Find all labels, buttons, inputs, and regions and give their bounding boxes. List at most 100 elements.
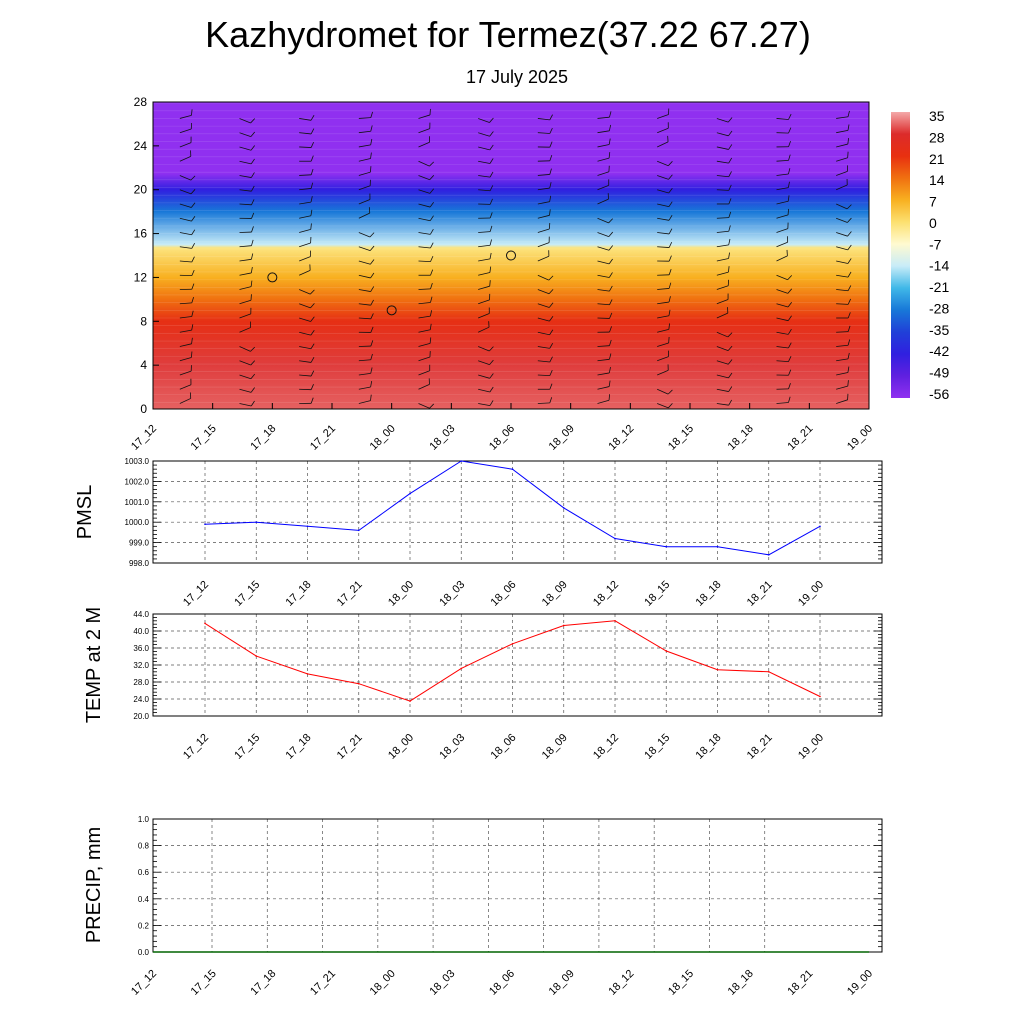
wind-barb [597, 258, 613, 265]
wind-barb-flag [370, 380, 373, 388]
wind-barb [836, 325, 851, 333]
wind-barb-staff [716, 346, 729, 351]
wind-barb [358, 207, 371, 219]
wind-barb-flag [728, 238, 731, 245]
chart-title: Kazhydromet for Termez(37.22 67.27) [205, 14, 811, 55]
wind-barb [418, 175, 435, 181]
y-tick-label: 16 [134, 227, 148, 241]
wind-barb [776, 168, 791, 176]
wind-barb-staff [179, 114, 192, 119]
wind-barb-staff [239, 374, 252, 380]
x-tick-label: 18_15 [642, 579, 672, 609]
y-tick-label: 40.0 [133, 627, 149, 636]
wind-barb-flag [430, 283, 433, 289]
y-tick-label: 4 [140, 358, 147, 372]
cross-section-panel: 0 4 8 12 16 20 24 28 17_12 17_15 17_18 17_21 18_00 18… [129, 95, 875, 453]
wind-barb-flag [370, 313, 374, 320]
wind-barb [836, 298, 851, 305]
wind-barb-staff [597, 358, 610, 362]
wind-barb-flag [191, 256, 195, 263]
data-point [614, 537, 616, 540]
wind-barb-flag [787, 275, 793, 281]
wind-barb-staff [716, 217, 729, 219]
wind-barb [358, 245, 375, 252]
wind-barb-flag [728, 359, 733, 365]
wind-barb [776, 140, 791, 148]
wind-barb-staff [716, 331, 729, 338]
wind-barb [836, 380, 849, 390]
wind-barb-flag [668, 188, 673, 194]
colorbar-label: -49 [929, 365, 949, 381]
wind-barb [418, 283, 433, 290]
x-tick-label: 18_21 [745, 579, 775, 609]
wind-barb-flag [251, 185, 255, 192]
wind-barb-flag [310, 114, 315, 121]
wind-barb-flag [489, 144, 494, 151]
wind-barb [418, 255, 434, 263]
wind-barb [358, 166, 372, 176]
wind-barb-flag [310, 182, 314, 189]
wind-barb-staff [836, 170, 848, 176]
wind-barb-staff [657, 160, 669, 167]
wind-barb [478, 321, 490, 333]
data-point [255, 521, 258, 523]
wind-barb-staff [716, 258, 729, 262]
wind-barb [716, 331, 733, 338]
wind-barb-staff [836, 116, 849, 119]
wind-barb-staff [657, 403, 669, 409]
wind-barb [716, 171, 732, 178]
wind-barb-staff [478, 118, 490, 123]
wind-barb [537, 274, 554, 281]
wind-barb-staff [836, 289, 849, 292]
wind-barb [537, 397, 553, 404]
wind-barb [836, 138, 849, 148]
wind-barb-flag [370, 340, 374, 347]
wind-barb [597, 353, 612, 362]
wind-barb [239, 158, 255, 165]
wind-barb-flag [608, 258, 613, 265]
wind-barb [478, 144, 494, 151]
wind-barb-staff [179, 189, 192, 195]
wind-barb [418, 188, 435, 194]
wind-barb-flag [370, 138, 373, 145]
wind-barb-flag [847, 258, 852, 264]
wind-barb-staff [418, 232, 431, 235]
wind-barb-flag [847, 110, 850, 117]
wind-barb-staff [776, 303, 789, 308]
wind-barb [836, 231, 852, 237]
wind-barb [597, 366, 611, 376]
wind-barb [657, 122, 669, 134]
wind-barb [418, 136, 430, 148]
wind-barb-staff [179, 217, 192, 222]
wind-barb-staff [299, 331, 311, 336]
wind-barb [776, 342, 792, 349]
wind-barb-staff [418, 384, 430, 390]
wind-barb-staff [418, 403, 430, 409]
wind-barb-flag [429, 161, 435, 167]
wind-barb [716, 307, 729, 319]
wind-barb-staff [418, 343, 431, 347]
wind-barb [179, 256, 195, 263]
wind-barb-staff [478, 299, 490, 305]
wind-barb-flag [251, 212, 255, 219]
wind-barb-flag [549, 154, 553, 161]
wind-barb [537, 370, 553, 377]
x-tick-label: 19_00 [845, 423, 875, 453]
wind-barb [478, 373, 494, 379]
wind-barb-flag [310, 169, 314, 175]
wind-barb-staff [299, 317, 311, 322]
wind-barb [418, 310, 433, 319]
wind-barb [657, 296, 671, 305]
wind-barb [657, 188, 673, 194]
wind-barb [299, 114, 315, 121]
wind-barb-flag [370, 394, 372, 401]
wind-barb [537, 383, 553, 390]
wind-barb-staff [358, 144, 371, 148]
wind-barb-staff [597, 116, 610, 119]
wind-barb [478, 171, 494, 178]
wind-barb-staff [358, 400, 371, 404]
x-tick-label: 18_21 [785, 423, 815, 453]
wind-barb [179, 175, 196, 181]
wind-barb [537, 209, 551, 219]
wind-barb [179, 229, 196, 236]
